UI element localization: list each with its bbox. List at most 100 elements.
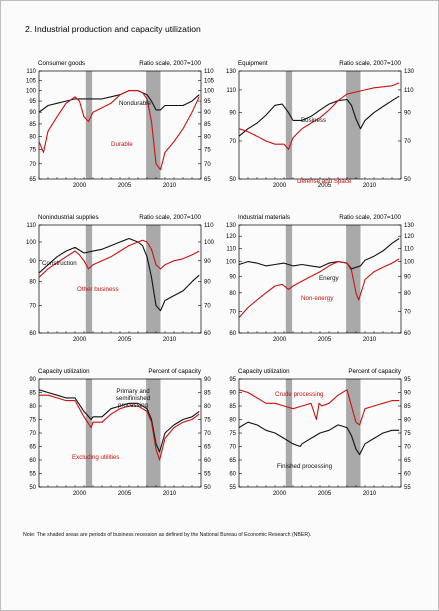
- y-tick-label-right: 110: [204, 69, 214, 75]
- capacity-utilization-total-chart-svg: Capacity utilization Percent of capacity 5…: [29, 368, 211, 497]
- scale-note: Ratio scale, 2007=100: [139, 214, 201, 221]
- x-tick-label: 2005: [118, 491, 132, 497]
- x-tick-label: 2005: [318, 491, 332, 497]
- series-label: Nondurable: [119, 100, 152, 107]
- series-label: Construction: [42, 260, 77, 267]
- series-label: Finished processing: [277, 463, 333, 470]
- series-label: Defense and Space: [297, 178, 352, 185]
- series-line-1: [238, 421, 400, 456]
- x-tick-label: 2010: [363, 337, 377, 343]
- x-tick-label: 2010: [163, 491, 177, 497]
- scale-note: Ratio scale, 2007=100: [139, 60, 201, 67]
- y-tick-label-left: 60: [229, 472, 236, 478]
- series-label-line: Nondurable: [119, 100, 152, 107]
- y-tick-label-right: 90: [404, 274, 411, 280]
- series-line-0: [238, 238, 400, 270]
- y-tick-label-left: 90: [229, 391, 236, 397]
- series-line-0: [38, 389, 200, 453]
- y-tick-label-left: 130: [226, 223, 237, 229]
- series-line-1: [38, 90, 200, 171]
- figure-note: Note: The shaded areas are periods of bu…: [23, 532, 312, 538]
- series-label-line: Defense and Space: [297, 178, 352, 185]
- recession-band: [85, 225, 93, 333]
- series-label-line: semifinished: [116, 395, 151, 402]
- y-tick-label-left: 75: [29, 148, 36, 154]
- y-tick-label-right: 80: [404, 418, 411, 424]
- consumer-goods-chart-svg: Consumer goods Ratio scale, 2007=100 65 65 7…: [26, 60, 215, 189]
- series-label-line: Business: [301, 117, 326, 124]
- y-tick-label-right: 75: [404, 431, 411, 437]
- y-tick-label-right: 70: [404, 445, 411, 451]
- y-tick-label-left: 90: [29, 259, 36, 265]
- industrial-materials-chart-svg: Industrial materials Ratio scale, 2007=10…: [226, 214, 415, 343]
- chart-title: Consumer goods: [38, 60, 85, 67]
- series-label: Other business: [77, 286, 119, 293]
- y-tick-label-left: 90: [229, 111, 236, 117]
- x-tick-label: 2000: [73, 337, 87, 343]
- x-tick-label: 2010: [363, 491, 377, 497]
- chart-equipment: Equipment Ratio scale, 2007=100 50 50 70 70 90…: [215, 45, 427, 210]
- series-label: Business: [301, 117, 326, 124]
- y-tick-label-right: 85: [204, 391, 211, 397]
- y-tick-label-left: 75: [29, 418, 36, 424]
- y-tick-label-left: 70: [29, 304, 36, 310]
- scale-note: Percent of capacity: [348, 368, 402, 375]
- y-tick-label-right: 80: [204, 134, 211, 140]
- y-tick-label-right: 90: [404, 391, 411, 397]
- y-tick-label-right: 65: [204, 445, 211, 451]
- y-tick-label-right: 70: [204, 431, 211, 437]
- y-tick-label-left: 65: [229, 458, 236, 464]
- y-tick-label-right: 60: [404, 472, 411, 478]
- y-tick-label-right: 75: [204, 148, 211, 154]
- series-line-0: [238, 389, 400, 426]
- x-tick-label: 2010: [163, 337, 177, 343]
- x-tick-label: 2005: [118, 183, 132, 189]
- recession-band: [346, 379, 361, 487]
- y-tick-label-right: 80: [404, 291, 411, 297]
- y-tick-label-left: 110: [26, 69, 36, 75]
- series-line-0: [238, 95, 400, 137]
- series-label: Excluding utilities: [72, 454, 119, 461]
- y-tick-label-left: 80: [229, 418, 236, 424]
- y-tick-label-right: 90: [404, 111, 411, 117]
- y-tick-label-left: 110: [26, 223, 36, 229]
- x-tick-label: 2005: [318, 183, 332, 189]
- chart-capacity-utilization-stage: Capacity utilization Percent of capacity 5…: [215, 353, 427, 518]
- y-tick-label-right: 60: [204, 458, 211, 464]
- y-tick-label-right: 70: [404, 139, 411, 145]
- series-line-1: [38, 239, 200, 278]
- figure-title: 2. Industrial production and capacity ut…: [25, 24, 201, 34]
- x-tick-label: 2000: [273, 183, 287, 189]
- y-tick-label-left: 60: [229, 331, 236, 337]
- x-tick-label: 2000: [273, 491, 287, 497]
- x-tick-label: 2005: [118, 337, 132, 343]
- x-tick-label: 2000: [273, 337, 287, 343]
- y-tick-label-left: 55: [229, 485, 236, 491]
- y-tick-label-left: 105: [26, 79, 37, 85]
- x-tick-label: 2005: [318, 337, 332, 343]
- scale-note: Ratio scale, 2007=100: [339, 60, 401, 67]
- recession-band: [285, 225, 293, 333]
- equipment-chart-svg: Equipment Ratio scale, 2007=100 50 50 70 70 90…: [226, 60, 415, 189]
- y-tick-label-left: 100: [26, 240, 37, 246]
- y-tick-label-left: 50: [29, 485, 36, 491]
- chart-nonindustrial-supplies: Nonindustrial supplies Ratio scale, 2007=…: [15, 199, 227, 364]
- chart-title: Capacity utilization: [238, 368, 290, 375]
- y-tick-label-left: 65: [29, 177, 36, 183]
- y-tick-label-right: 90: [204, 259, 211, 265]
- nonindustrial-supplies-chart-svg: Nonindustrial supplies Ratio scale, 2007=…: [26, 214, 215, 343]
- series-line-1: [39, 394, 200, 461]
- recession-band: [85, 379, 93, 487]
- plot-frame: [38, 224, 202, 334]
- x-tick-label: 2010: [363, 183, 377, 189]
- y-tick-label-right: 90: [204, 110, 211, 116]
- series-label: Energy: [319, 275, 340, 282]
- y-tick-label-left: 110: [226, 246, 236, 252]
- y-tick-label-right: 70: [204, 162, 211, 168]
- y-tick-label-left: 90: [29, 377, 36, 383]
- y-tick-label-left: 55: [29, 472, 36, 478]
- y-tick-label-right: 50: [204, 485, 211, 491]
- y-tick-label-left: 95: [29, 99, 36, 105]
- recession-band: [346, 71, 361, 179]
